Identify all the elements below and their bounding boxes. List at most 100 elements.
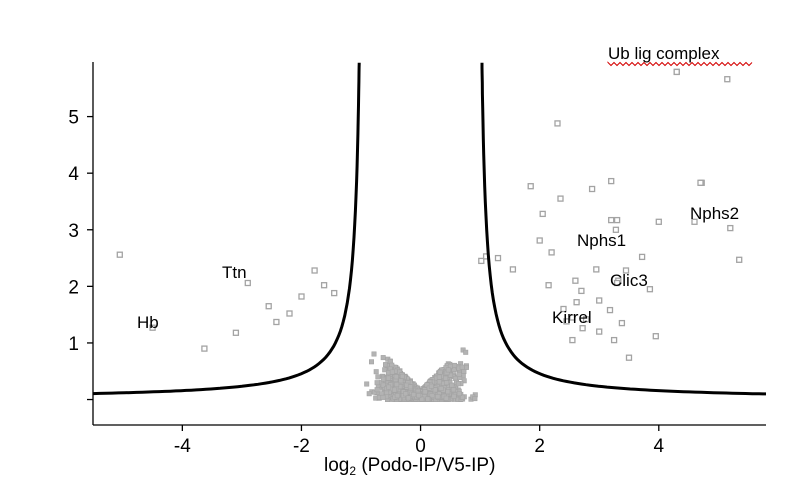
cloud-point bbox=[472, 396, 478, 402]
cloud-point bbox=[463, 364, 469, 370]
data-point bbox=[572, 277, 579, 284]
annotation-nphs1: Nphs1 bbox=[577, 231, 626, 250]
cloud-point bbox=[403, 391, 409, 397]
data-point bbox=[608, 216, 615, 224]
cloud-point bbox=[451, 393, 457, 399]
data-point bbox=[563, 318, 570, 325]
threshold-curves bbox=[92, 62, 767, 396]
data-points bbox=[116, 68, 743, 361]
cloud-point bbox=[380, 355, 386, 361]
y-tick-label: 4 bbox=[68, 164, 79, 185]
data-point bbox=[691, 218, 698, 225]
y-tick-label: 5 bbox=[68, 108, 79, 129]
y-tick-label: 1 bbox=[68, 334, 79, 355]
data-point bbox=[331, 289, 338, 297]
cloud-point bbox=[375, 374, 381, 380]
cloud-point bbox=[368, 359, 374, 365]
cloud-point bbox=[445, 367, 451, 373]
data-point bbox=[298, 293, 305, 300]
data-point bbox=[727, 224, 734, 232]
data-point bbox=[573, 299, 580, 306]
cloud-point bbox=[450, 387, 456, 393]
cloud-point bbox=[429, 393, 435, 399]
x-axis-label-rest: (Podo-IP/V5-IP) bbox=[356, 455, 495, 476]
y-tick-label: 2 bbox=[68, 277, 79, 298]
cloud-point bbox=[456, 390, 462, 396]
cloud-point bbox=[382, 367, 388, 373]
cloud-point bbox=[364, 381, 370, 387]
y-tick-label: 3 bbox=[68, 221, 79, 242]
cloud-point bbox=[460, 394, 466, 400]
data-point bbox=[548, 249, 555, 256]
cloud-point bbox=[443, 375, 449, 381]
data-point bbox=[606, 306, 614, 314]
cloud-point bbox=[436, 379, 442, 385]
labeled-data-point bbox=[697, 179, 704, 186]
data-point bbox=[494, 254, 502, 262]
x-tick-label: -2 bbox=[293, 436, 310, 457]
cloud-point bbox=[435, 394, 441, 400]
annotation-nphs2: Nphs2 bbox=[690, 204, 739, 223]
data-point bbox=[569, 336, 576, 344]
cloud-point bbox=[436, 374, 442, 380]
labeled-data-point bbox=[613, 279, 621, 287]
cloud-point bbox=[393, 374, 399, 380]
x-axis-label-subscript: 2 bbox=[349, 464, 356, 478]
data-point bbox=[622, 267, 630, 274]
cloud-point bbox=[411, 392, 417, 398]
data-point bbox=[545, 282, 552, 289]
cloud-point bbox=[438, 385, 444, 391]
data-point bbox=[201, 345, 208, 352]
x-tick-label: -4 bbox=[174, 436, 191, 457]
cloud-point bbox=[407, 384, 413, 390]
data-point bbox=[646, 286, 654, 293]
cloud-point bbox=[437, 369, 443, 375]
data-point bbox=[638, 253, 646, 261]
data-point bbox=[625, 354, 633, 361]
cloud-point bbox=[394, 393, 400, 399]
cloud-point bbox=[405, 395, 411, 401]
data-point bbox=[608, 177, 615, 185]
cloud-point bbox=[385, 375, 391, 381]
cloud-point bbox=[449, 382, 455, 388]
cloud-point bbox=[445, 389, 451, 395]
data-point bbox=[596, 297, 603, 304]
cloud-point bbox=[425, 396, 431, 402]
data-point bbox=[273, 318, 280, 326]
annotation-ub-lig-complex: Ub lig complex bbox=[608, 44, 720, 63]
cloud-point bbox=[374, 387, 380, 393]
x-tick-label: 4 bbox=[654, 436, 665, 457]
labeled-data-point bbox=[613, 216, 621, 224]
threshold-curve-right bbox=[480, 62, 767, 396]
x-tick-label: 0 bbox=[415, 436, 426, 457]
data-point bbox=[593, 266, 600, 273]
cloud-point bbox=[461, 378, 467, 384]
data-point bbox=[478, 257, 485, 265]
cloud-point bbox=[394, 381, 400, 387]
data-point bbox=[536, 237, 543, 244]
cloud-point bbox=[391, 387, 397, 393]
data-point bbox=[652, 333, 659, 340]
data-point bbox=[509, 266, 517, 273]
annotation-hb: Hb bbox=[137, 313, 159, 332]
labeled-data-point bbox=[569, 314, 576, 321]
cloud-point bbox=[428, 383, 434, 389]
data-point bbox=[618, 319, 626, 327]
x-axis-label: log2 (Podo-IP/V5-IP) bbox=[324, 455, 495, 478]
cloud-point bbox=[419, 396, 425, 402]
data-point bbox=[582, 316, 590, 323]
data-point bbox=[724, 76, 731, 83]
data-point bbox=[588, 185, 596, 193]
data-point bbox=[116, 251, 123, 258]
data-point bbox=[265, 303, 272, 310]
data-point bbox=[311, 267, 318, 274]
annotation-clic3: Clic3 bbox=[610, 271, 648, 290]
cloud-point bbox=[422, 389, 428, 395]
cloud-point bbox=[416, 393, 422, 399]
cloud-point bbox=[461, 369, 467, 375]
labeled-data-point bbox=[673, 68, 680, 76]
data-point bbox=[612, 226, 620, 233]
cloud-point bbox=[380, 382, 386, 388]
cloud-point bbox=[432, 387, 438, 393]
